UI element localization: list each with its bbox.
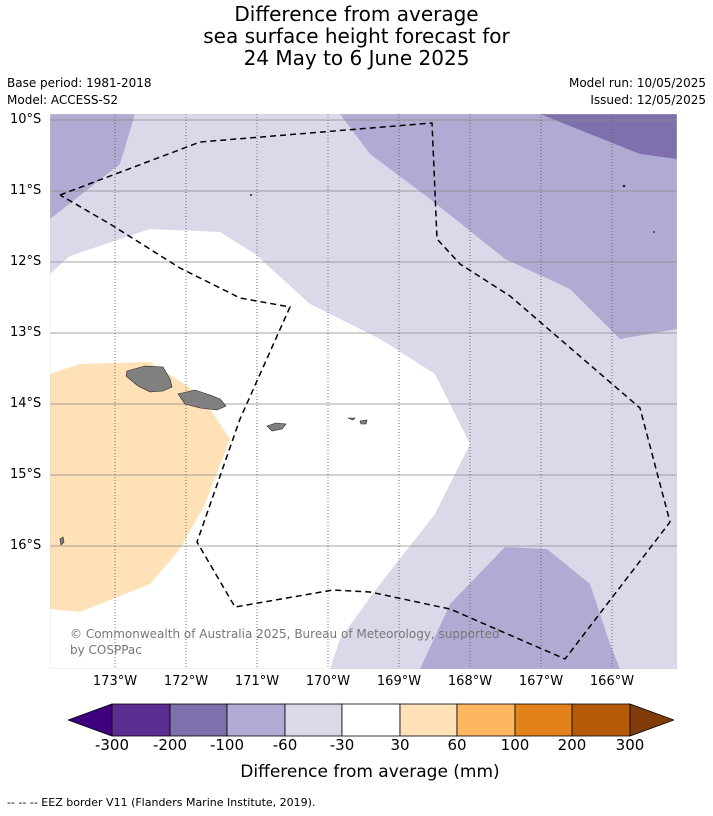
colorbar-tick-m200: -200 (152, 736, 188, 754)
colorbar-segment-1 (111, 703, 171, 737)
colorbar-tick-m30: -30 (329, 736, 355, 754)
region-m100-m60-nw (50, 114, 135, 219)
lat-label-10s: 10°S (10, 112, 42, 127)
colorbar-segment-6 (399, 703, 458, 737)
title-line-2: sea surface height forecast for (203, 24, 510, 48)
lon-label-166w: 166°W (589, 674, 635, 689)
gridlines (50, 119, 677, 547)
colorbar-max-extend (629, 703, 674, 737)
lon-label-172w: 172°W (163, 674, 209, 689)
colorbar-tick-p60: 60 (447, 736, 467, 754)
island-tau (359, 419, 368, 425)
issued-date: Issued: 12/05/2025 (590, 93, 706, 107)
meridians (114, 114, 613, 669)
colorbar-segment-2 (169, 703, 228, 737)
region-m100-m60-ne (340, 114, 677, 339)
colorbar-tick-m300: -300 (94, 736, 130, 754)
island-upolu (177, 389, 227, 411)
island-ofu (347, 417, 356, 421)
colorbar-segment-8 (514, 703, 573, 737)
colorbar-segment-4 (284, 703, 343, 737)
region-p30-p60 (50, 362, 230, 612)
island-ne-2 (653, 231, 655, 233)
title-line-1: Difference from average (234, 2, 479, 26)
island-swains (250, 194, 252, 196)
colorbar-tick-m60: -60 (272, 736, 298, 754)
colorbar-tick-p30: 30 (390, 736, 410, 754)
lon-label-171w: 171°W (234, 674, 280, 689)
eez-border (59, 122, 671, 660)
lon-label-167w: 167°W (518, 674, 564, 689)
model-run: Model run: 10/05/2025 (568, 76, 706, 90)
eez-footnote: -- -- -- EEZ border V11 (Flanders Marine… (7, 796, 316, 809)
island-tutuila (266, 422, 287, 432)
colorbar-min-extend (68, 703, 113, 737)
region-m100-m60-se (420, 547, 620, 669)
region-m200-m100 (540, 114, 677, 159)
lat-label-13s: 13°S (10, 325, 42, 340)
lon-label-168w: 168°W (447, 674, 493, 689)
colorbar-tick-p200: 200 (557, 736, 587, 754)
island-savaii (125, 365, 173, 393)
colorbar-segment-3 (226, 703, 286, 737)
title-line-3: 24 May to 6 June 2025 (243, 46, 470, 70)
copyright-notice: © Commonwealth of Australia 2025, Bureau… (70, 627, 500, 657)
colorbar-segment-5 (341, 703, 401, 737)
island-west (59, 536, 65, 546)
lat-label-11s: 11°S (10, 183, 42, 198)
colorbar-tick-p300: 300 (615, 736, 645, 754)
colorbar (68, 703, 674, 737)
sea-surface-height-map (50, 114, 677, 669)
colorbar-tick-p100: 100 (500, 736, 530, 754)
lon-label-169w: 169°W (376, 674, 422, 689)
colorbar-segment-7 (456, 703, 516, 737)
lat-label-15s: 15°S (10, 467, 42, 482)
colorbar-tick-m100: -100 (209, 736, 245, 754)
colorbar-label: Difference from average (mm) (240, 762, 500, 782)
lat-label-12s: 12°S (10, 254, 42, 269)
lat-label-16s: 16°S (10, 538, 42, 553)
colorbar-segment-9 (571, 703, 631, 737)
model-name: Model: ACCESS-S2 (7, 93, 119, 107)
lon-label-170w: 170°W (305, 674, 351, 689)
lat-label-14s: 14°S (10, 396, 42, 411)
island-ne-1 (622, 184, 626, 188)
lon-label-173w: 173°W (92, 674, 138, 689)
base-period: Base period: 1981-2018 (7, 76, 152, 90)
